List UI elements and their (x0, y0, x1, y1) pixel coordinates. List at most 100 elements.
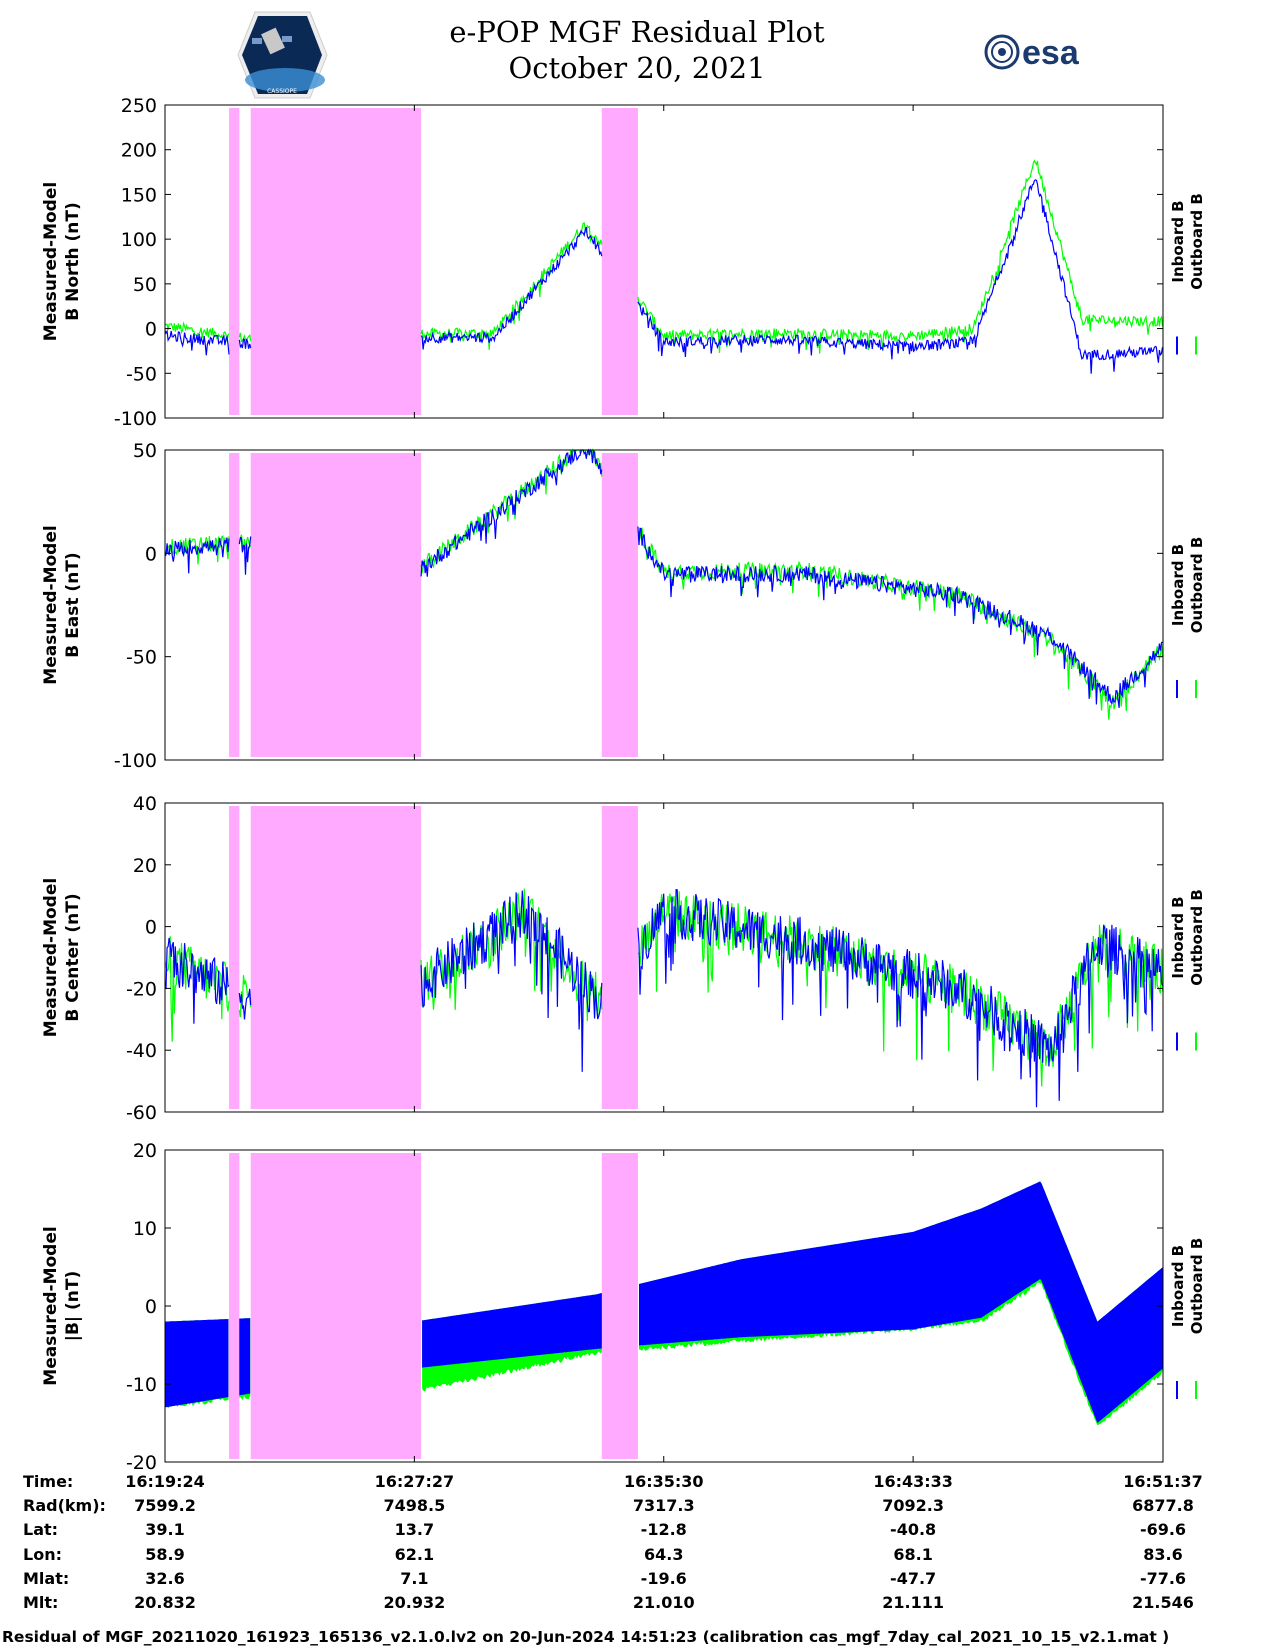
legend: Inboard B Outboard B (1169, 889, 1206, 1051)
info-cell: 7.1 (400, 1569, 428, 1588)
y-tick-label: -40 (126, 1040, 157, 1062)
inboard-band-1 (165, 1319, 229, 1408)
outboard-series-line (164, 447, 1164, 720)
y-tick-label: 50 (133, 440, 157, 462)
info-cell: 7092.3 (882, 1496, 944, 1515)
y-axis-label: Measured-Model (41, 878, 61, 1037)
data-gap-2 (250, 806, 422, 1109)
panel-1: 250 200 150 100 50 0 -50 -100 Measured-Model B No… (41, 95, 1206, 430)
y-tick-label: -100 (114, 408, 157, 430)
info-cell: 83.6 (1143, 1545, 1182, 1564)
legend-label-inboard: Inboard B (1169, 544, 1187, 626)
y-tick-label: 100 (121, 229, 157, 251)
legend-label-inboard: Inboard B (1169, 200, 1187, 282)
footer-text: Residual of MGF_20211020_161923_165136_v… (2, 1628, 1169, 1646)
y-tick-label: 200 (121, 140, 157, 162)
panel-3: 40 20 0 -20 -40 -60 Measured-Model B Center (nT… (41, 793, 1206, 1124)
info-cell: -12.8 (641, 1520, 687, 1539)
y-tick-label: 0 (145, 917, 157, 939)
data-gap-1 (229, 1153, 240, 1459)
orbit-info-table: Time: Rad(km): Lat: Lon: Mlat: Mlt: 16:19:24 75… (23, 1472, 1203, 1612)
inboard-series-line (164, 889, 1164, 1108)
y-tick-label: -20 (126, 1452, 157, 1474)
panel-4: 20 10 0 -10 -20 Measured-Model |B| (nT) Inboard… (41, 1140, 1206, 1474)
y-tick-label: -50 (126, 363, 157, 385)
info-cell: 64.3 (644, 1545, 683, 1564)
chart-subtitle: October 20, 2021 (508, 51, 765, 85)
legend: Inboard B Outboard B (1169, 193, 1206, 355)
y-tick-label: -100 (114, 750, 157, 772)
inboard-band-2 (239, 1318, 251, 1396)
y-axis-label: Measured-Model (41, 1226, 61, 1385)
info-row-label: Lat: (23, 1520, 58, 1539)
legend-label-outboard: Outboard B (1188, 537, 1206, 634)
data-gap-2 (250, 453, 422, 757)
y-tick-label: 250 (121, 95, 157, 117)
info-cell: 16:43:33 (873, 1472, 953, 1491)
header: CASSIOPE e-POP MGF Residual Plot October… (237, 11, 1080, 99)
legend: Inboard B Outboard B (1169, 537, 1206, 698)
y-axis-label: B North (nT) (63, 202, 83, 321)
info-cell: 21.546 (1132, 1593, 1194, 1612)
y-tick-label: 0 (145, 543, 157, 565)
info-cell: 58.9 (145, 1545, 184, 1564)
y-tick-label: 20 (133, 855, 157, 877)
inboard-band-3 (422, 1293, 602, 1368)
y-tick-label: 0 (145, 319, 157, 341)
info-cell: 13.7 (395, 1520, 434, 1539)
info-cell: -77.6 (1140, 1569, 1186, 1588)
y-tick-label: 40 (133, 793, 157, 815)
info-row-label: Time: (23, 1472, 73, 1491)
info-cell: 21.010 (633, 1593, 695, 1612)
info-cell: 7317.3 (633, 1496, 695, 1515)
info-cell: 16:19:24 (125, 1472, 205, 1491)
y-tick-label: -60 (126, 1102, 157, 1124)
data-gap-3 (601, 453, 638, 757)
y-tick-label: 50 (133, 274, 157, 296)
info-cell: -40.8 (890, 1520, 936, 1539)
inboard-band-4 (639, 1181, 1163, 1423)
legend-label-outboard: Outboard B (1188, 889, 1206, 986)
inboard-series-line (164, 448, 1163, 708)
y-axis-label: Measured-Model (41, 182, 61, 341)
info-cell: -69.6 (1140, 1520, 1186, 1539)
data-gap-3 (601, 1153, 638, 1459)
info-cell: 7498.5 (383, 1496, 445, 1515)
y-tick-label: -50 (126, 647, 157, 669)
info-cell: 32.6 (145, 1569, 184, 1588)
info-cell: 20.832 (134, 1593, 196, 1612)
info-cell: 16:35:30 (624, 1472, 704, 1491)
legend-label-outboard: Outboard B (1188, 1238, 1206, 1335)
data-gap-3 (601, 806, 638, 1109)
legend-label-outboard: Outboard B (1188, 193, 1206, 290)
info-cell: -47.7 (890, 1569, 936, 1588)
legend-label-inboard: Inboard B (1169, 1245, 1187, 1327)
info-row-label: Mlat: (23, 1569, 69, 1588)
y-axis-label: B East (nT) (63, 552, 83, 657)
y-axis-label: |B| (nT) (63, 1271, 83, 1342)
y-tick-label: 20 (133, 1140, 157, 1162)
data-gap-1 (229, 806, 240, 1109)
y-tick-label: 10 (133, 1218, 157, 1240)
legend-label-inboard: Inboard B (1169, 896, 1187, 978)
logo-right-text: esa (1022, 34, 1080, 72)
info-row-label: Mlt: (23, 1593, 58, 1612)
info-cell: 6877.8 (1132, 1496, 1194, 1515)
y-axis-label: B Center (nT) (63, 893, 83, 1021)
panel-2: 50 0 -50 -100 Measured-Model B East (nT) Inboa… (41, 440, 1206, 772)
logo-left-text: CASSIOPE (267, 88, 297, 95)
chart-title: e-POP MGF Residual Plot (449, 15, 825, 49)
data-gap-1 (229, 108, 240, 415)
data-gap-1 (229, 453, 240, 757)
info-cell: 7599.2 (134, 1496, 196, 1515)
data-gap-2 (250, 108, 422, 415)
info-cell: 68.1 (893, 1545, 932, 1564)
y-tick-label: -20 (126, 978, 157, 1000)
info-cell: 21.111 (882, 1593, 944, 1612)
info-cell: -19.6 (641, 1569, 687, 1588)
info-cell: 20.932 (383, 1593, 445, 1612)
info-cell: 16:51:37 (1123, 1472, 1203, 1491)
y-tick-label: 0 (145, 1296, 157, 1318)
data-gap-2 (250, 1153, 422, 1459)
